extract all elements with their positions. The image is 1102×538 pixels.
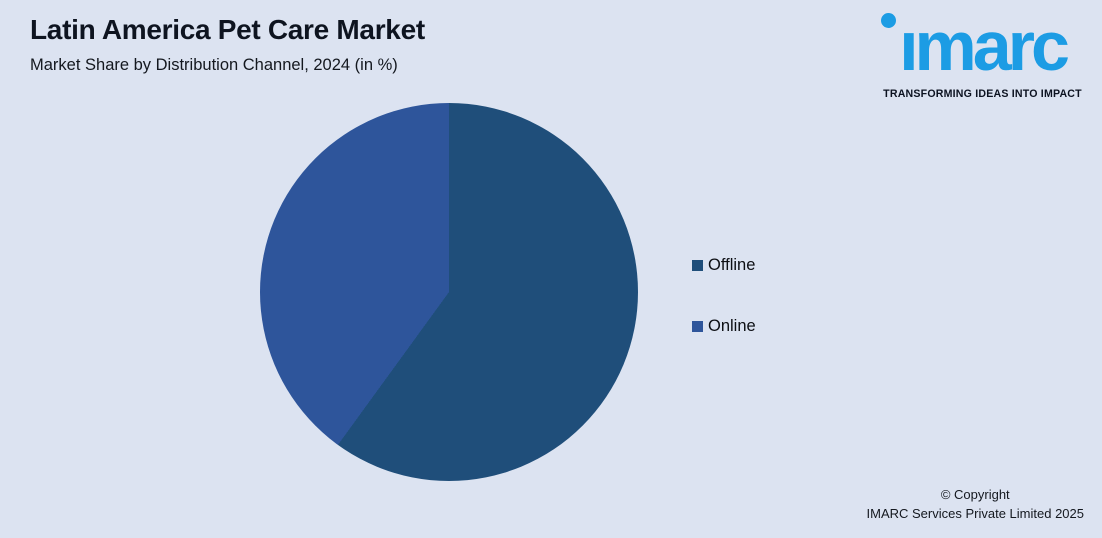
pie-chart [260,103,638,481]
copyright: © Copyright IMARC Services Private Limit… [867,485,1084,523]
chart-title: Latin America Pet Care Market [30,14,425,45]
logo-dot-icon [881,13,896,28]
legend-swatch-icon [692,259,703,271]
copyright-line1: © Copyright [940,487,1010,502]
chart-subtitle: Market Share by Distribution Channel, 20… [30,56,398,74]
logo-tagline: TRANSFORMING IDEAS INTO IMPACT [883,88,1082,100]
imarc-logo: ımarc TRANSFORMING IDEAS INTO IMPACT [875,6,1090,102]
legend-label: Offline [708,255,756,274]
legend-item-online: Online [692,316,756,336]
copyright-line2: IMARC Services Private Limited 2025 [866,506,1084,521]
legend-swatch-icon [692,320,703,332]
logo-wordmark: ımarc [899,7,1070,85]
legend-item-offline: Offline [692,255,756,275]
legend-label: Online [708,316,756,335]
chart-legend: Offline Online [692,255,756,336]
